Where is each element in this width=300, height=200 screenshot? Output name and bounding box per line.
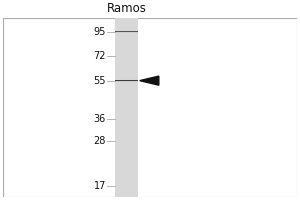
Text: 36: 36 (94, 114, 106, 124)
Text: 17: 17 (94, 181, 106, 191)
Bar (115, 18, 138, 197)
Text: 95: 95 (94, 27, 106, 37)
Text: 72: 72 (93, 51, 106, 61)
Text: 55: 55 (93, 76, 106, 86)
Polygon shape (140, 76, 159, 85)
Text: 28: 28 (94, 136, 106, 146)
Text: Ramos: Ramos (106, 2, 146, 15)
